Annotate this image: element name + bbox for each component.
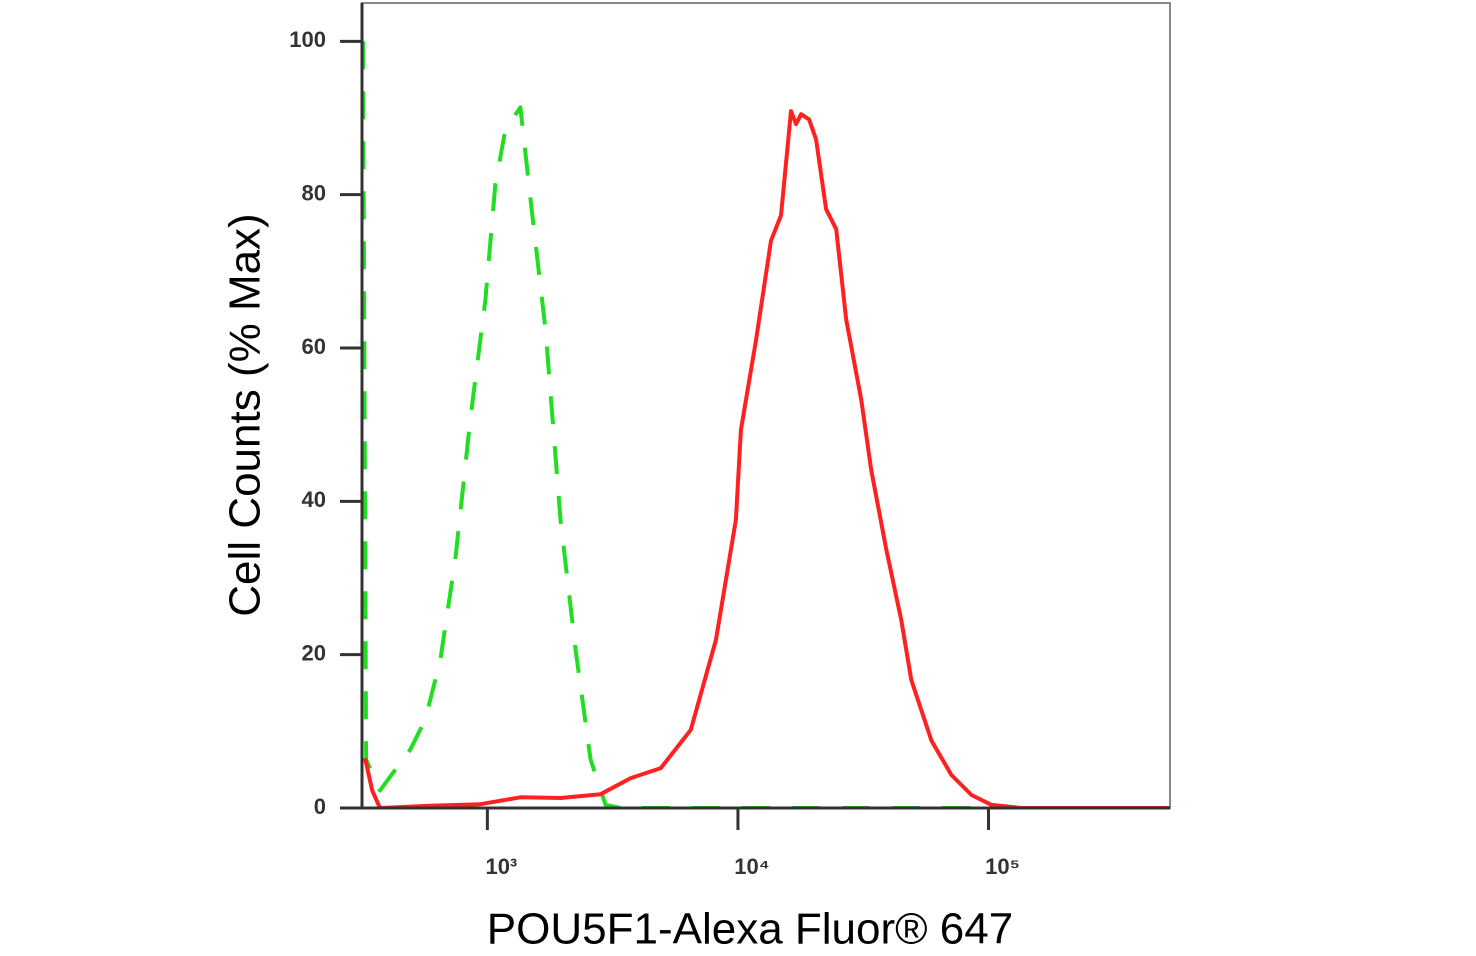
y-tick-label: 60	[302, 334, 326, 359]
y-axis-title: Cell Counts (% Max)	[221, 213, 270, 616]
x-tick-label: 10⁴	[734, 854, 769, 879]
x-tick-label: 10³	[485, 854, 517, 879]
plot-frame	[361, 2, 1171, 809]
y-tick-label: 100	[289, 27, 326, 52]
y-tick-label: 40	[302, 487, 326, 512]
y-tick-label: 20	[302, 640, 326, 665]
x-axis-title: POU5F1-Alexa Fluor® 647	[487, 905, 1013, 954]
y-tick-label: 0	[314, 794, 326, 819]
y-tick-label: 80	[302, 180, 326, 205]
plot-area	[362, 41, 1170, 808]
series-line	[363, 109, 1170, 808]
x-tick-label: 10⁵	[985, 854, 1020, 879]
series-line	[362, 41, 1170, 808]
